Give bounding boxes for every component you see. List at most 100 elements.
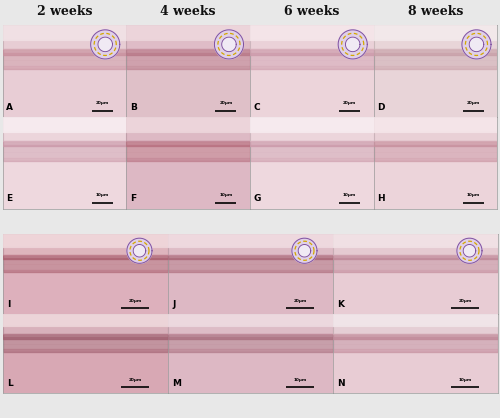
Polygon shape: [462, 30, 491, 59]
Text: 10μm: 10μm: [466, 193, 480, 196]
Text: M: M: [172, 379, 182, 388]
Bar: [374, 25, 498, 40]
Bar: [250, 158, 374, 209]
Bar: [168, 326, 332, 334]
Polygon shape: [133, 245, 145, 257]
Bar: [2, 66, 126, 117]
Text: G: G: [254, 194, 261, 204]
Bar: [374, 141, 498, 146]
Bar: [250, 145, 374, 161]
Bar: [2, 349, 168, 393]
Bar: [2, 234, 168, 247]
Bar: [126, 141, 250, 146]
Bar: [2, 117, 126, 132]
Text: 20μm: 20μm: [294, 299, 307, 303]
Text: N: N: [338, 379, 345, 388]
Bar: [332, 234, 498, 247]
Bar: [332, 255, 498, 260]
Bar: [168, 337, 332, 352]
Bar: [332, 349, 498, 393]
Bar: [2, 247, 168, 255]
Bar: [332, 337, 498, 352]
Bar: [2, 334, 168, 339]
Bar: [168, 314, 332, 326]
Text: J: J: [172, 300, 176, 309]
Text: 20μm: 20μm: [96, 101, 109, 104]
Bar: [250, 132, 374, 141]
Bar: [168, 247, 332, 255]
Polygon shape: [463, 245, 475, 257]
Bar: [332, 314, 498, 326]
Polygon shape: [214, 30, 244, 59]
Text: C: C: [254, 102, 260, 112]
Text: 2 weeks: 2 weeks: [36, 5, 92, 18]
Bar: [2, 326, 168, 334]
Bar: [168, 270, 332, 314]
Text: 20μm: 20μm: [219, 101, 232, 104]
Bar: [126, 132, 250, 141]
Bar: [374, 158, 498, 209]
Text: H: H: [378, 194, 385, 204]
Text: E: E: [6, 194, 12, 204]
Bar: [374, 66, 498, 117]
Bar: [168, 255, 332, 260]
Polygon shape: [222, 37, 236, 52]
Bar: [168, 234, 332, 247]
Polygon shape: [338, 30, 368, 59]
Bar: [250, 53, 374, 69]
Bar: [2, 132, 126, 141]
Bar: [250, 49, 374, 54]
Text: 10μm: 10μm: [294, 378, 307, 382]
Bar: [2, 141, 126, 146]
Polygon shape: [292, 238, 317, 263]
Text: A: A: [6, 102, 13, 112]
Bar: [332, 247, 498, 255]
Bar: [2, 158, 126, 209]
Bar: [332, 326, 498, 334]
Bar: [2, 25, 126, 40]
Bar: [250, 25, 374, 40]
Text: I: I: [8, 300, 11, 309]
Bar: [332, 258, 498, 272]
Text: 10μm: 10μm: [96, 193, 109, 196]
Polygon shape: [98, 37, 112, 52]
Bar: [374, 117, 498, 132]
Bar: [250, 40, 374, 49]
Polygon shape: [346, 37, 360, 52]
Text: D: D: [378, 102, 385, 112]
Bar: [250, 141, 374, 146]
Polygon shape: [127, 238, 152, 263]
Bar: [2, 270, 168, 314]
Text: B: B: [130, 102, 137, 112]
Bar: [126, 40, 250, 49]
Bar: [2, 337, 168, 352]
Bar: [250, 66, 374, 117]
Bar: [332, 334, 498, 339]
Text: 6 weeks: 6 weeks: [284, 5, 340, 18]
Bar: [2, 49, 126, 54]
Bar: [126, 49, 250, 54]
Text: F: F: [130, 194, 136, 204]
Bar: [126, 145, 250, 161]
Bar: [374, 49, 498, 54]
Bar: [374, 40, 498, 49]
Polygon shape: [298, 245, 310, 257]
Text: 10μm: 10μm: [219, 193, 232, 196]
Text: 4 weeks: 4 weeks: [160, 5, 216, 18]
Polygon shape: [457, 238, 482, 263]
Bar: [332, 270, 498, 314]
Bar: [374, 145, 498, 161]
Bar: [126, 25, 250, 40]
Text: 8 weeks: 8 weeks: [408, 5, 464, 18]
Bar: [126, 117, 250, 132]
Bar: [250, 117, 374, 132]
Bar: [374, 53, 498, 69]
Bar: [2, 40, 126, 49]
Bar: [126, 158, 250, 209]
Bar: [126, 53, 250, 69]
Bar: [168, 258, 332, 272]
Bar: [2, 53, 126, 69]
Bar: [2, 258, 168, 272]
Text: 20μm: 20μm: [466, 101, 480, 104]
Polygon shape: [90, 30, 120, 59]
